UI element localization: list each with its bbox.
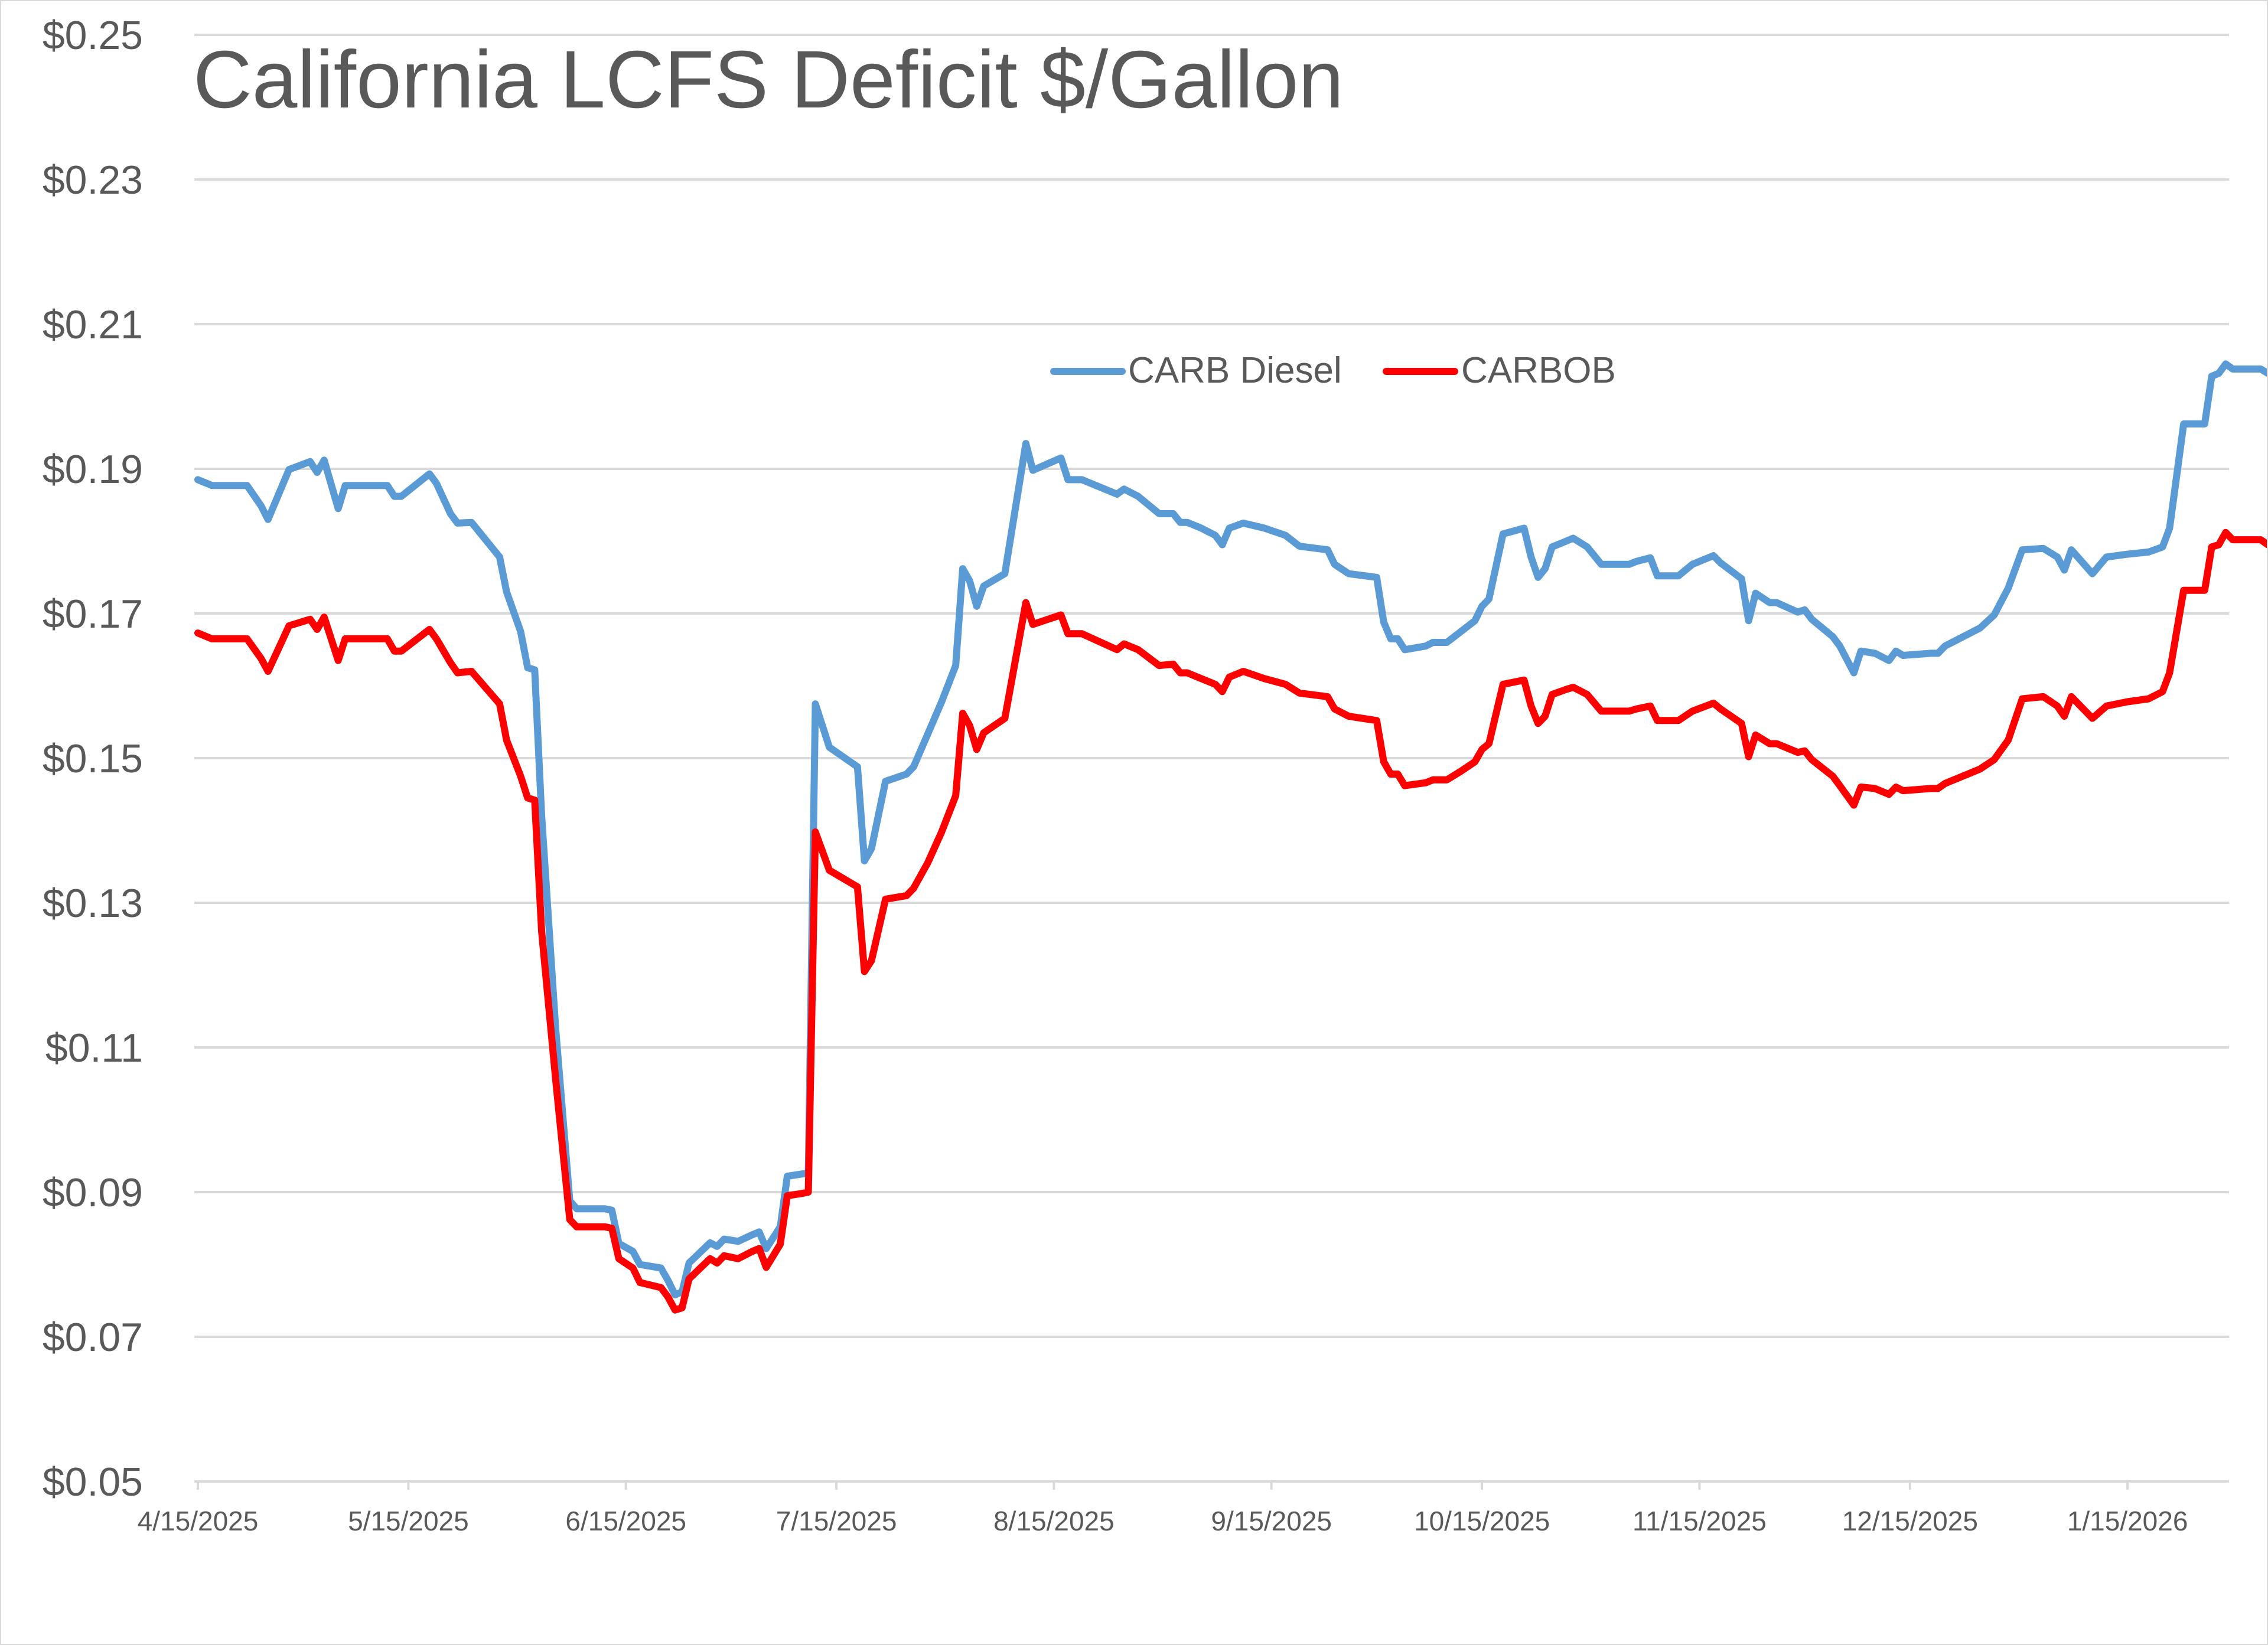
x-tick-label: 12/15/2025: [1842, 1506, 1978, 1536]
series-line-carb-diesel: [194, 360, 2267, 1298]
legend-label-carb-diesel: CARB Diesel: [1128, 350, 1342, 391]
y-axis-ticks: $0.05 $0.07 $0.09 $0.11 $0.13 $0.15 $0.17 $0.19…: [43, 13, 143, 1504]
y-tick-label: $0.21: [43, 302, 143, 347]
y-tick-label: $0.15: [43, 736, 143, 781]
x-tick-label: 9/15/2025: [1211, 1506, 1332, 1536]
x-tick-label: 11/15/2025: [1632, 1506, 1767, 1536]
y-tick-label: $0.09: [43, 1170, 143, 1215]
x-tick-label: 6/15/2025: [565, 1506, 686, 1536]
y-tick-label: $0.13: [43, 881, 143, 926]
series-lines: [194, 360, 2267, 1314]
x-tick-label: 10/15/2025: [1414, 1506, 1550, 1536]
y-tick-label: $0.25: [43, 13, 143, 58]
x-tick-label: 5/15/2025: [348, 1506, 469, 1536]
chart-title: California LCFS Deficit $/Gallon: [193, 34, 1344, 125]
y-tick-label: $0.11: [45, 1026, 143, 1070]
x-axis-ticks: 4/15/2025 5/15/2025 6/15/2025 7/15/2025 8/15…: [138, 1481, 2188, 1536]
x-tick-label: 7/15/2025: [776, 1506, 897, 1536]
x-tick-label: 4/15/2025: [138, 1506, 259, 1536]
legend: CARB Diesel CARBOB: [1050, 350, 1616, 391]
x-tick-label: 8/15/2025: [993, 1506, 1115, 1536]
y-tick-label: $0.23: [43, 158, 143, 203]
y-tick-label: $0.05: [43, 1460, 143, 1504]
gridlines: [194, 34, 2229, 1338]
y-tick-label: $0.07: [43, 1315, 143, 1360]
legend-label-carbob: CARBOB: [1461, 350, 1616, 391]
y-tick-label: $0.19: [43, 447, 143, 492]
x-tick-label: 1/15/2026: [2067, 1506, 2188, 1536]
y-tick-label: $0.17: [43, 592, 143, 637]
series-line-carbob: [194, 528, 2267, 1314]
